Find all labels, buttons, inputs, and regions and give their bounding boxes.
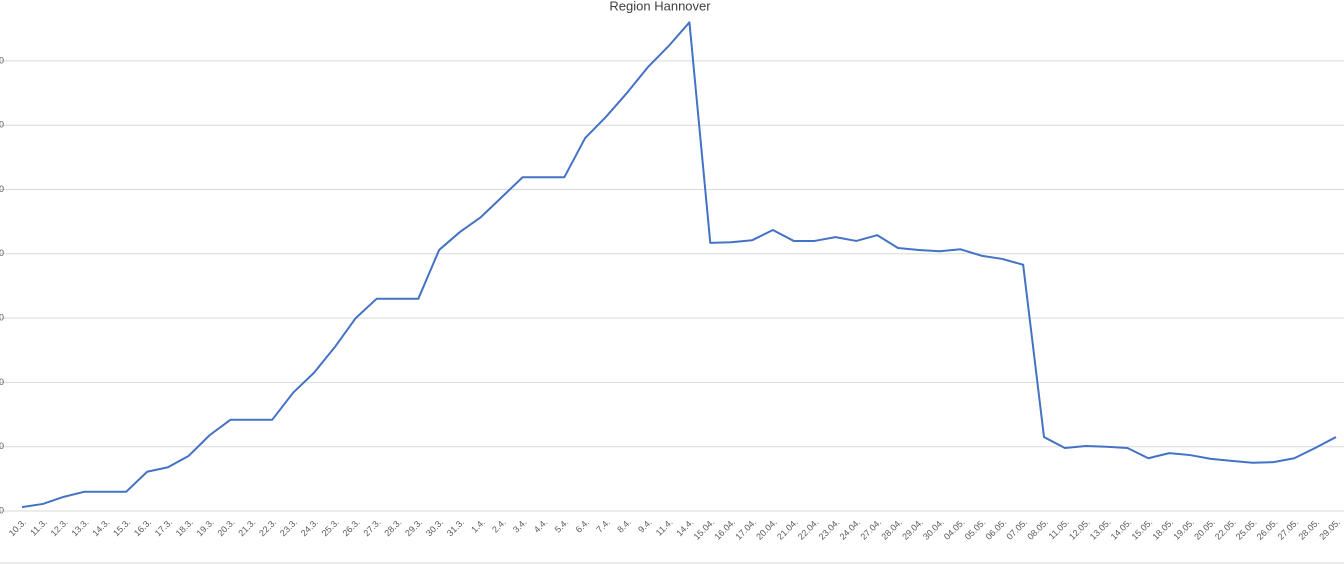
y-tick-label: 500 [0, 184, 4, 194]
x-tick-label: 18.05. [1150, 517, 1175, 542]
x-tick-label: 08.05. [1025, 517, 1050, 542]
x-tick-label: 1.4. [469, 517, 487, 535]
x-tick-label: 17.04. [733, 517, 758, 542]
x-tick-label: 13.3. [69, 517, 90, 538]
x-tick-label: 07.05. [1004, 517, 1029, 542]
x-tick-label: 5.4. [553, 517, 571, 535]
x-tick-label: 31.3. [445, 517, 466, 538]
x-tick-label: 11.05. [1047, 517, 1071, 541]
x-tick-label: 22.04. [796, 517, 821, 542]
x-tick-label: 05.05. [963, 517, 988, 542]
x-tick-label: 25.3. [320, 517, 341, 538]
x-tick-label: 15.05. [1130, 517, 1155, 542]
y-tick-label: 300 [0, 312, 4, 322]
x-tick-label: 19.3. [195, 517, 216, 538]
x-tick-label: 7.4. [594, 517, 612, 535]
x-tick-label: 26.3. [341, 517, 362, 538]
x-tick-label: 21.04. [775, 517, 800, 542]
x-tick-label: 15.3. [111, 517, 132, 538]
x-tick-label: 4.4. [532, 517, 550, 535]
x-tick-label: 20.05. [1192, 517, 1217, 542]
x-tick-label: 24.3. [299, 517, 320, 538]
x-tick-label: 13.05. [1088, 517, 1113, 542]
x-tick-label: 21.3. [236, 517, 257, 538]
x-tick-label: 29.05. [1317, 517, 1342, 542]
x-tick-label: 30.3. [424, 517, 445, 538]
x-tick-label: 30.04. [921, 517, 946, 542]
x-tick-label: 28.3. [382, 517, 403, 538]
x-tick-label: 10.3. [7, 517, 28, 538]
x-tick-label: 6.4. [574, 517, 592, 535]
x-tick-label: 27.04. [858, 517, 883, 542]
x-tick-label: 12.05. [1067, 517, 1092, 542]
x-tick-label: 26.05. [1255, 517, 1280, 542]
x-tick-label: 11.3. [28, 517, 49, 538]
x-tick-label: 15.04. [692, 517, 717, 542]
x-tick-label: 23.04. [817, 517, 842, 542]
y-tick-label: 600 [0, 120, 4, 130]
x-tick-label: 22.05. [1213, 517, 1238, 542]
x-tick-label: 29.04. [900, 517, 925, 542]
x-tick-label: 2.4. [490, 517, 508, 535]
x-tick-label: 20.04. [754, 517, 779, 542]
x-tick-label: 25.05. [1234, 517, 1259, 542]
x-tick-label: 17.3. [153, 517, 174, 538]
x-tick-label: 16.04. [712, 517, 737, 542]
x-tick-label: 9.4. [636, 517, 654, 535]
x-tick-label: 12.3. [49, 517, 70, 538]
x-tick-label: 18.3. [174, 517, 195, 538]
x-tick-label: 04.05. [942, 517, 967, 542]
x-tick-label: 11.4. [654, 517, 675, 538]
x-tick-label: 3.4. [511, 517, 529, 535]
y-tick-label: 0 [0, 505, 4, 515]
x-tick-label: 23.3. [278, 517, 299, 538]
x-tick-label: 28.05. [1296, 517, 1321, 542]
x-tick-label: 14.05. [1109, 517, 1134, 542]
x-tick-label: 19.05. [1171, 517, 1196, 542]
data-line [21, 21, 1337, 509]
x-tick-label: 27.3. [361, 517, 382, 538]
x-tick-label: 27.05. [1276, 517, 1301, 542]
y-tick-label: 700 [0, 55, 4, 65]
y-tick-label: 100 [0, 441, 4, 451]
x-tick-label: 22.3. [257, 517, 278, 538]
x-tick-label: 16.3. [132, 517, 153, 538]
x-tick-label: 20.3. [215, 517, 236, 538]
chart-title: Region Hannover [609, 0, 711, 13]
x-tick-label: 06.05. [984, 517, 1009, 542]
x-tick-label: 14.3. [90, 517, 111, 538]
y-tick-label: 200 [0, 377, 4, 387]
x-tick-label: 24.04. [838, 517, 863, 542]
x-tick-label: 28.04. [879, 517, 904, 542]
y-tick-label: 400 [0, 248, 4, 258]
x-tick-label: 29.3. [403, 517, 424, 538]
x-tick-label: 8.4. [615, 517, 633, 535]
